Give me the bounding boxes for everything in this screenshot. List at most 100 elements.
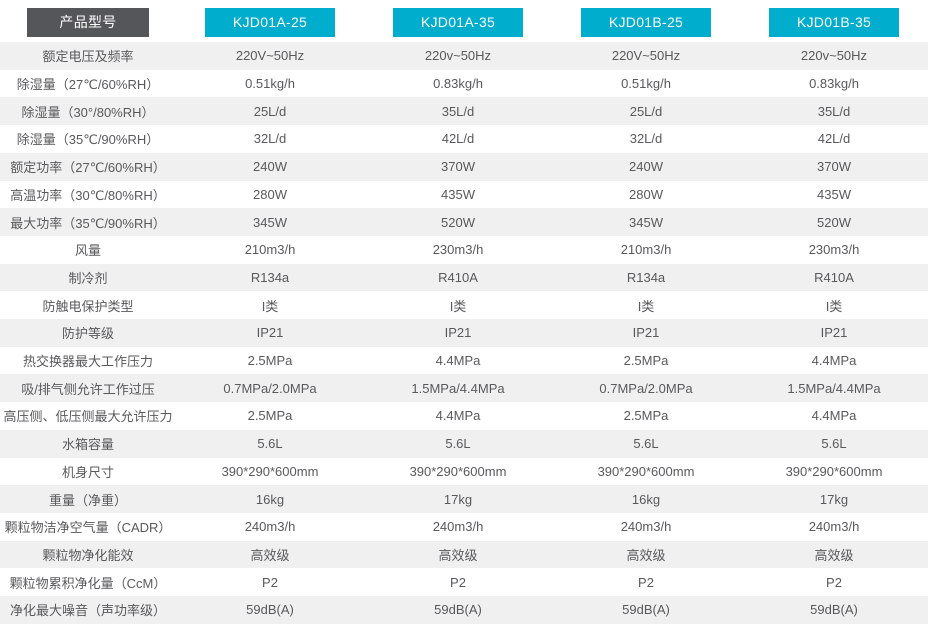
row-value: 4.4MPa [811, 353, 857, 369]
row-value: 2.5MPa [623, 353, 669, 369]
row-value: 25L/d [253, 103, 287, 119]
row-label: 吸/排气侧允许工作过压 [21, 381, 155, 397]
product-model-header-label: 产品型号 [27, 8, 149, 37]
table-row: 重量（净重） 16kg 17kg 16kg 17kg [0, 485, 928, 513]
table-row: 防护等级 IP21 IP21 IP21 IP21 [0, 319, 928, 347]
row-value: 4.4MPa [435, 408, 481, 424]
table-row: 额定电压及频率 220V~50Hz 220v~50Hz 220V~50Hz 220v~5… [0, 42, 928, 70]
model-header-cell: KJD01B-25 [552, 8, 740, 42]
row-value: 390*290*600mm [221, 463, 319, 479]
row-value: 240m3/h [244, 519, 296, 535]
row-value: 0.7MPa/2.0MPa [599, 380, 693, 396]
row-label: 颗粒物净化能效 [42, 548, 134, 563]
row-value: 17kg [819, 491, 849, 507]
row-label: 净化最大噪音（声功率级） [9, 603, 166, 619]
row-value: 220v~50Hz [800, 48, 868, 64]
row-value: 435W [817, 186, 851, 202]
table-row: 高温功率（30℃/80%RH） 280W 435W 280W 435W [0, 180, 928, 209]
row-value: I类 [825, 298, 843, 314]
row-value: 390*290*600mm [597, 463, 695, 479]
row-value: 345W [629, 214, 663, 230]
table-row: 最大功率（35℃/90%RH） 345W 520W 345W 520W [0, 208, 928, 236]
row-label: 最大功率（35℃/90%RH） [10, 215, 166, 231]
row-value: 2.5MPa [247, 353, 293, 369]
row-value: I类 [261, 298, 279, 314]
row-value: 高效级 [626, 548, 666, 563]
row-value: 240m3/h [620, 519, 672, 535]
row-value: 17kg [443, 491, 473, 507]
row-value: 0.83kg/h [433, 76, 483, 92]
row-value: 520W [441, 214, 475, 230]
row-value: 42L/d [817, 131, 851, 147]
row-label: 机身尺寸 [61, 464, 114, 480]
model-header-label: KJD01B-35 [769, 8, 899, 37]
table-row: 高压侧、低压侧最大允许压力 2.5MPa 4.4MPa 2.5MPa 4.4MPa [0, 402, 928, 430]
table-row: 防触电保护类型 I类 I类 I类 I类 [0, 291, 928, 320]
row-value: 220V~50Hz [235, 48, 305, 64]
product-model-header-cell: 产品型号 [0, 8, 176, 42]
row-value: 32L/d [629, 131, 663, 147]
row-value: 高效级 [250, 548, 290, 563]
table-row: 颗粒物净化能效 高效级 高效级 高效级 高效级 [0, 540, 928, 569]
table-row: 风量 210m3/h 230m3/h 210m3/h 230m3/h [0, 235, 928, 264]
model-header-cell: KJD01A-35 [364, 8, 552, 42]
row-value: P2 [638, 574, 654, 590]
row-value: 5.6L [821, 436, 847, 452]
table-body: 额定电压及频率 220V~50Hz 220v~50Hz 220V~50Hz 220v~5… [0, 42, 928, 624]
model-header-label: KJD01B-25 [581, 8, 711, 37]
row-value: 280W [253, 186, 287, 202]
row-value: 25L/d [629, 103, 663, 119]
row-value: 5.6L [445, 436, 471, 452]
row-label: 制冷剂 [68, 270, 108, 286]
row-value: 240W [629, 159, 663, 175]
table-row: 颗粒物洁净空气量（CADR） 240m3/h 240m3/h 240m3/h 240m3… [0, 512, 928, 541]
row-value: 370W [817, 159, 851, 175]
row-label: 颗粒物累积净化量（CcM） [9, 575, 167, 591]
row-value: 210m3/h [244, 242, 296, 258]
row-value: 42L/d [441, 131, 475, 147]
row-value: 230m3/h [808, 242, 860, 258]
model-header-label: KJD01A-35 [393, 8, 523, 37]
row-label: 除湿量（35℃/90%RH） [16, 132, 160, 148]
row-value: IP21 [256, 325, 284, 341]
row-value: 240m3/h [808, 519, 860, 535]
row-label: 高压侧、低压侧最大允许压力 [3, 409, 173, 425]
row-label: 防护等级 [61, 326, 114, 342]
row-value: 59dB(A) [810, 602, 858, 618]
row-value: IP21 [632, 325, 660, 341]
row-value: 1.5MPa/4.4MPa [787, 380, 881, 396]
row-value: 220V~50Hz [611, 48, 681, 64]
row-label: 热交换器最大工作压力 [22, 354, 153, 370]
row-value: P2 [450, 574, 466, 590]
row-value: IP21 [444, 325, 472, 341]
table-row: 水箱容量 5.6L 5.6L 5.6L 5.6L [0, 429, 928, 458]
row-value: IP21 [820, 325, 848, 341]
row-value: 16kg [255, 491, 285, 507]
model-header-cell: KJD01A-25 [176, 8, 364, 42]
row-value: 2.5MPa [247, 408, 293, 424]
row-value: 435W [441, 186, 475, 202]
row-value: 280W [629, 186, 663, 202]
row-value: 59dB(A) [246, 602, 294, 618]
row-label: 除湿量（30°/80%RH） [21, 104, 155, 120]
row-value: R410A [438, 269, 478, 285]
row-value: R134a [626, 269, 666, 285]
row-value: 240W [253, 159, 287, 175]
row-value: R410A [814, 269, 854, 285]
row-value: 35L/d [441, 103, 475, 119]
row-value: 高效级 [814, 548, 854, 563]
row-value: P2 [262, 574, 278, 590]
row-label: 额定电压及频率 [42, 49, 134, 65]
row-value: 240m3/h [432, 519, 484, 535]
row-value: 0.83kg/h [809, 76, 859, 92]
table-row: 除湿量（35℃/90%RH） 32L/d 42L/d 32L/d 42L/d [0, 125, 928, 153]
row-label: 颗粒物洁净空气量（CADR） [4, 520, 172, 536]
row-value: 4.4MPa [811, 408, 857, 424]
row-value: 32L/d [253, 131, 287, 147]
row-label: 风量 [74, 243, 101, 259]
table-row: 颗粒物累积净化量（CcM） P2 P2 P2 P2 [0, 568, 928, 597]
row-value: 230m3/h [432, 242, 484, 258]
table-row: 额定功率（27℃/60%RH） 240W 370W 240W 370W [0, 152, 928, 181]
row-label: 高温功率（30℃/80%RH） [10, 187, 166, 203]
